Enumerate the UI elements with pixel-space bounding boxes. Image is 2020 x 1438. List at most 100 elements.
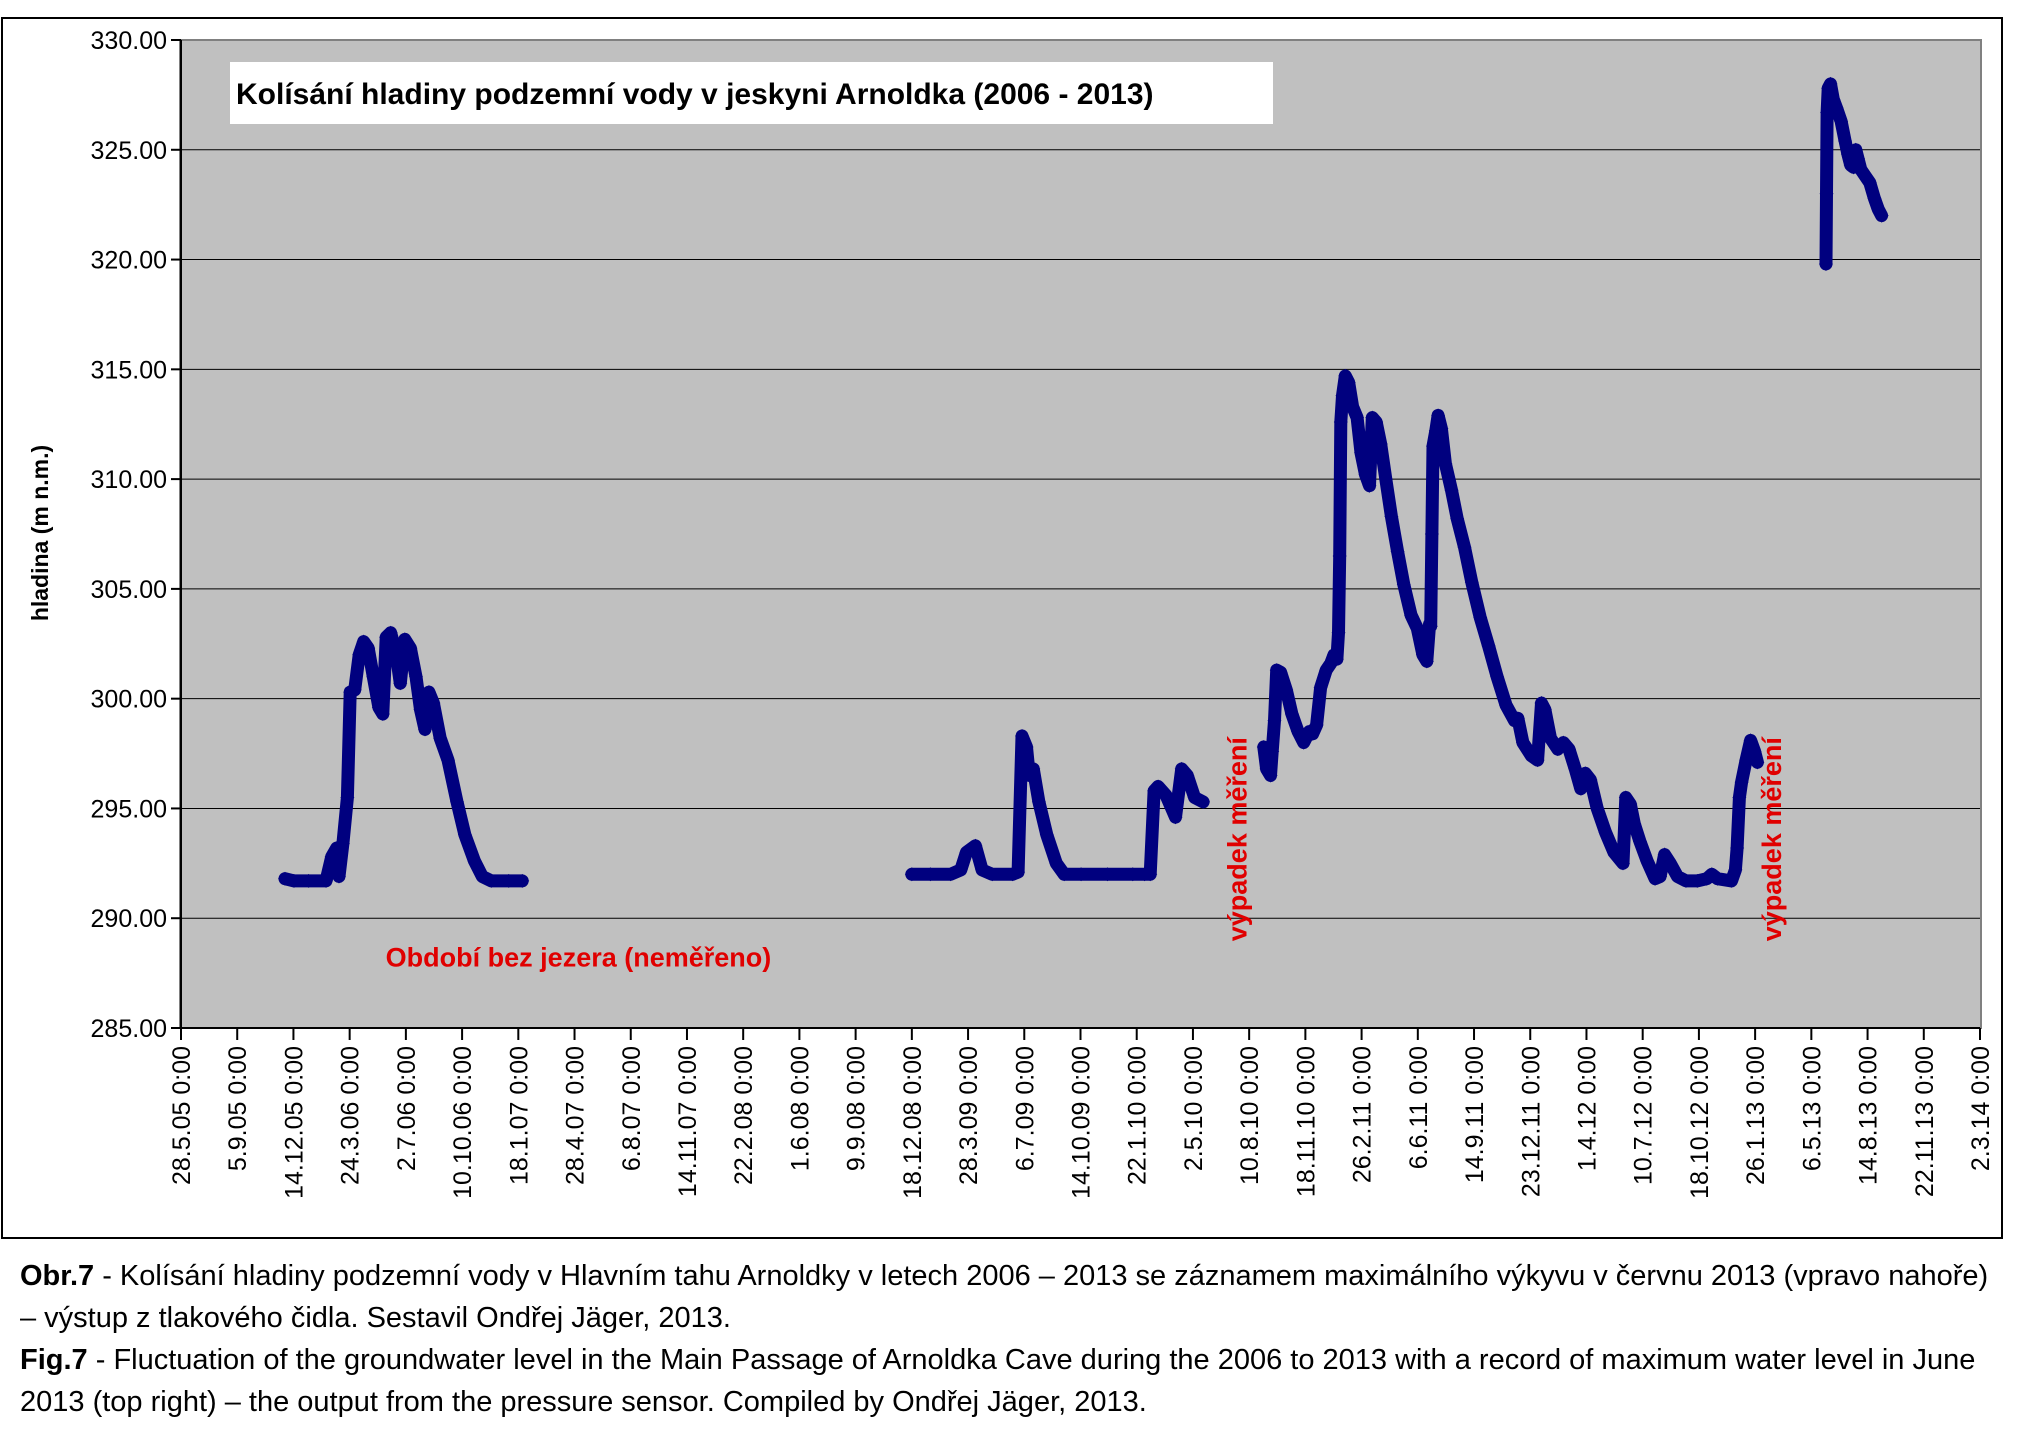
- x-tick-label: 10.8.10 0:00: [1236, 1046, 1264, 1185]
- data-point: [1457, 540, 1472, 555]
- data-point: [959, 845, 974, 860]
- data-point: [515, 873, 530, 888]
- data-point: [1743, 733, 1758, 748]
- data-point: [1499, 698, 1514, 713]
- data-point: [421, 685, 436, 700]
- data-point: [335, 836, 350, 851]
- data-point: [1423, 619, 1438, 634]
- data-point: [1341, 375, 1356, 390]
- series-group: [278, 76, 1889, 888]
- x-tick-label: 22.2.08 0:00: [730, 1046, 758, 1185]
- y-tick-label: 330.00: [91, 27, 167, 55]
- data-point: [968, 838, 983, 853]
- data-point: [450, 794, 465, 809]
- data-point: [1425, 439, 1440, 454]
- data-point: [1180, 768, 1195, 783]
- x-tick-label: 2.7.06 0:00: [393, 1046, 421, 1171]
- caption-english-prefix: Fig.7: [20, 1344, 88, 1376]
- data-point: [953, 862, 968, 877]
- data-point: [1039, 827, 1054, 842]
- data-point: [1362, 478, 1377, 493]
- data-point: [1011, 865, 1026, 880]
- data-point: [1490, 669, 1505, 684]
- data-point: [403, 641, 418, 656]
- caption-czech-text: - Kolísání hladiny podzemní vody v Hlavn…: [20, 1260, 1989, 1334]
- data-point: [1862, 175, 1877, 190]
- data-point: [1450, 511, 1465, 526]
- data-point: [1265, 744, 1280, 759]
- data-point: [904, 867, 919, 882]
- data-point: [361, 641, 376, 656]
- y-tick-label: 305.00: [91, 576, 167, 604]
- data-point: [441, 753, 456, 768]
- data-point: [331, 869, 346, 884]
- data-point: [1874, 208, 1889, 223]
- data-point: [1724, 873, 1739, 888]
- data-point: [1607, 845, 1622, 860]
- x-tick-label: 18.12.08 0:00: [899, 1046, 927, 1199]
- data-point: [1168, 810, 1183, 825]
- x-tick-label: 6.7.09 0:00: [1011, 1046, 1039, 1171]
- data-point: [1158, 788, 1173, 803]
- x-tick-label: 1.6.08 0:00: [786, 1046, 814, 1171]
- y-tick-label: 290.00: [91, 905, 167, 933]
- x-tick-label: 28.5.05 0:00: [168, 1046, 196, 1185]
- data-point: [347, 682, 362, 697]
- data-point: [1333, 415, 1348, 430]
- data-point: [1473, 610, 1488, 625]
- annotation-label: výpadek měření: [1757, 736, 1787, 942]
- data-point: [1291, 724, 1306, 739]
- data-point: [1838, 133, 1853, 148]
- x-tick-label: 6.5.13 0:00: [1798, 1046, 1826, 1171]
- data-point: [366, 669, 381, 684]
- x-tick-label: 2.3.14 0:00: [1967, 1046, 1995, 1171]
- data-point: [1049, 856, 1064, 871]
- chart-title-box: Kolísání hladiny podzemní vody v jeskyni…: [230, 62, 1273, 124]
- data-point: [1627, 816, 1642, 831]
- data-point: [417, 722, 432, 737]
- data-point: [1530, 753, 1545, 768]
- data-point: [1819, 186, 1834, 201]
- data-point: [408, 669, 423, 684]
- data-point: [923, 867, 938, 882]
- data-point: [1332, 548, 1347, 563]
- y-tick-label: 295.00: [91, 795, 167, 823]
- x-tick-label: 14.9.11 0:00: [1461, 1046, 1489, 1183]
- x-tick-label: 26.1.13 0:00: [1742, 1046, 1770, 1185]
- x-tick-label: 5.9.05 0:00: [224, 1046, 252, 1171]
- data-point: [1481, 638, 1496, 653]
- data-point: [1568, 761, 1583, 776]
- data-point: [1747, 744, 1762, 759]
- x-tick-label: 6.8.07 0:00: [618, 1046, 646, 1171]
- data-point: [1444, 483, 1459, 498]
- data-point: [1632, 834, 1647, 849]
- x-tick-label: 1.4.12 0:00: [1573, 1046, 1601, 1171]
- annotations: Období bez jezera (neměřeno) výpadek měře…: [386, 736, 1787, 973]
- data-point: [1196, 794, 1211, 809]
- data-point: [393, 676, 408, 691]
- data-point: [1296, 735, 1311, 750]
- data-point: [1396, 577, 1411, 592]
- data-point: [501, 873, 516, 888]
- data-point: [1263, 768, 1278, 783]
- data-point: [1329, 652, 1344, 667]
- data-point: [1739, 753, 1754, 768]
- data-point: [943, 867, 958, 882]
- data-point: [426, 696, 441, 711]
- data-point: [1543, 731, 1558, 746]
- data-point: [1510, 711, 1525, 726]
- x-tick-label: 9.9.08 0:00: [843, 1046, 871, 1171]
- x-tick-label: 24.3.06 0:00: [337, 1046, 365, 1185]
- data-point: [1419, 654, 1434, 669]
- x-tick-label: 26.2.11 0:00: [1349, 1046, 1377, 1183]
- data-point: [1663, 856, 1678, 871]
- data-point: [985, 867, 1000, 882]
- data-point: [1424, 527, 1439, 541]
- data-point: [1678, 873, 1693, 888]
- x-tick-label: 14.8.13 0:00: [1855, 1046, 1883, 1185]
- data-point: [1640, 854, 1655, 869]
- data-point: [413, 702, 428, 717]
- caption-czech: Obr.7 - Kolísání hladiny podzemní vody v…: [20, 1255, 2010, 1339]
- annotation-label: Období bez jezera (neměřeno): [386, 943, 772, 973]
- data-point: [1732, 790, 1747, 805]
